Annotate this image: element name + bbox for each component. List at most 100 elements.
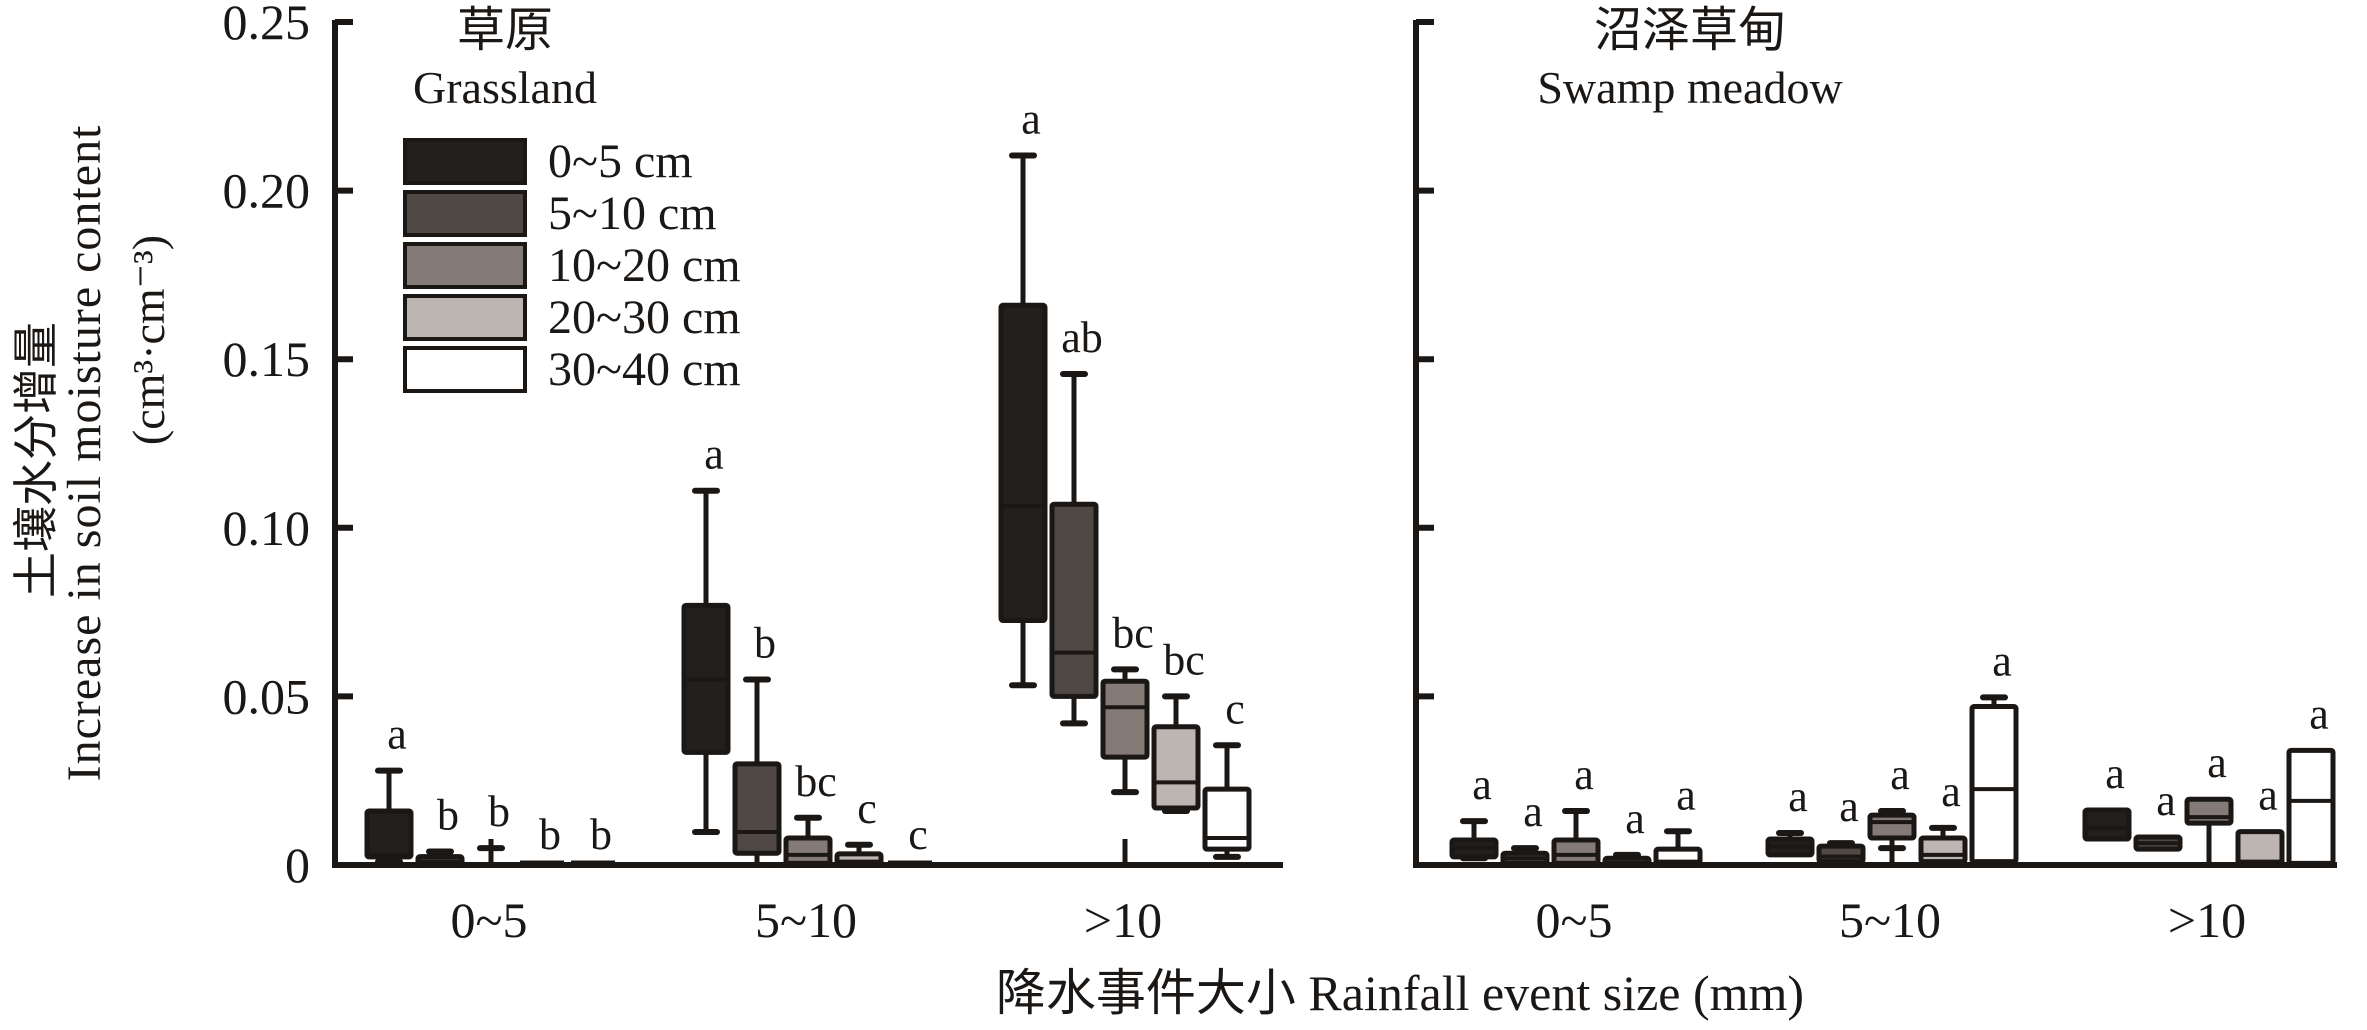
significance-letter: bc (795, 757, 837, 806)
panel-title-en: Swamp meadow (1537, 62, 1843, 113)
box-5-10cm: a (1500, 787, 1550, 868)
legend-swatch (403, 294, 527, 341)
box-body (732, 761, 782, 856)
significance-letter: a (2207, 738, 2227, 787)
x-tick-label: 0~5 (450, 892, 527, 948)
box-30-40cm: a (1653, 770, 1703, 868)
legend-item: 10~20 cm (403, 239, 741, 292)
box-0-5cm: a (1765, 772, 1815, 858)
box-30-40cm: a (2286, 689, 2336, 868)
significance-letter: b (539, 810, 561, 859)
legend-label: 10~20 cm (548, 239, 741, 292)
significance-letter: a (387, 710, 407, 759)
box-body (1151, 724, 1201, 811)
significance-letter: a (2258, 771, 2278, 820)
box-20-30cm: a (1602, 794, 1652, 868)
significance-letter: c (908, 810, 928, 859)
significance-letter: bc (1163, 635, 1205, 684)
significance-letter: b (488, 787, 510, 836)
significance-letter: a (2156, 776, 2176, 825)
box-30-40cm: c (888, 810, 932, 866)
box-body (1816, 843, 1866, 865)
y-tick-label: 0.10 (223, 500, 311, 556)
box-0-5cm: a (2082, 749, 2132, 842)
significance-letter: a (1992, 636, 2012, 685)
box-20-30cm: a (1918, 767, 1968, 865)
significance-letter: c (857, 784, 877, 833)
significance-letter: b (590, 810, 612, 859)
y-tick-label: 0 (285, 837, 310, 893)
significance-letter: a (1788, 772, 1808, 821)
box-5-10cm: b (732, 619, 782, 868)
box-20-30cm: b (520, 810, 564, 866)
box-5-10cm: a (1816, 782, 1866, 865)
box-body (1551, 837, 1601, 866)
x-tick-label: 0~5 (1535, 892, 1612, 948)
box-body (2184, 796, 2234, 826)
box-10-20cm: b (477, 787, 510, 865)
panel-title-cn: 沼泽草甸 (1594, 4, 1786, 57)
box-body (1969, 704, 2019, 865)
legend-item: 5~10 cm (403, 187, 717, 240)
box-20-30cm: bc (1151, 635, 1205, 815)
legend-swatch (403, 346, 527, 393)
box-0-5cm: a (998, 95, 1048, 689)
box-body (1602, 855, 1652, 866)
box-body (364, 808, 414, 860)
panel-title-cn: 草原 (457, 4, 553, 57)
box-0-5cm: a (364, 710, 414, 865)
legend-swatch (403, 190, 527, 237)
box-5-10cm: b (415, 791, 465, 868)
y-axis-title: 土壤水分增量 Increase in soil moisture content… (11, 125, 174, 782)
significance-letter: b (437, 791, 459, 840)
x-tick-label: 5~10 (755, 892, 857, 948)
significance-letter: bc (1112, 608, 1154, 657)
box-20-30cm: a (2235, 771, 2285, 868)
box-body (2082, 807, 2132, 842)
box-30-40cm: b (571, 810, 615, 866)
legend-item: 20~30 cm (403, 291, 741, 344)
y-axis-title-cn: 土壤水分增量 (11, 322, 62, 598)
box-5-10cm: a (2133, 776, 2183, 852)
x-tick-label: 5~10 (1839, 892, 1941, 948)
significance-letter: a (2105, 749, 2125, 798)
legend-item: 30~40 cm (403, 343, 741, 396)
significance-letter: a (1574, 750, 1594, 799)
significance-letter: a (1523, 787, 1543, 836)
significance-letter: a (1625, 794, 1645, 843)
y-tick-label: 0.20 (223, 163, 311, 219)
panel-title-en: Grassland (413, 62, 597, 113)
x-tick-label: >10 (1084, 892, 1162, 948)
legend-item: 0~5 cm (403, 135, 693, 188)
y-axis-title-en: Increase in soil moisture content (58, 125, 111, 782)
significance-letter: a (1676, 770, 1696, 819)
legend-label: 30~40 cm (548, 343, 741, 396)
box-10-20cm: bc (1100, 608, 1154, 796)
box-0-5cm: a (681, 430, 731, 835)
y-tick-label: 0.25 (223, 0, 311, 50)
legend-swatch (403, 138, 527, 185)
box-body (2286, 747, 2336, 866)
y-tick-label: 0.15 (223, 331, 311, 387)
box-body (1100, 678, 1150, 760)
significance-letter: a (2309, 689, 2329, 738)
significance-letter: ab (1061, 313, 1103, 362)
significance-letter: a (1839, 782, 1859, 831)
box-body (1867, 812, 1917, 841)
box-30-40cm: a (1969, 636, 2019, 865)
legend-label: 0~5 cm (548, 135, 693, 188)
legend-label: 20~30 cm (548, 291, 741, 344)
significance-letter: a (1941, 767, 1961, 816)
significance-letter: a (704, 430, 724, 479)
significance-letter: b (754, 619, 776, 668)
box-body (998, 302, 1048, 624)
x-axis-title: 降水事件大小 Rainfall event size (mm) (996, 965, 1804, 1021)
significance-letter: a (1021, 95, 1041, 144)
box-5-10cm: ab (1049, 313, 1103, 727)
significance-letter: a (1472, 760, 1492, 809)
y-axis-title-unit: (cm³·cm⁻³) (123, 235, 174, 445)
box-body (783, 835, 833, 866)
